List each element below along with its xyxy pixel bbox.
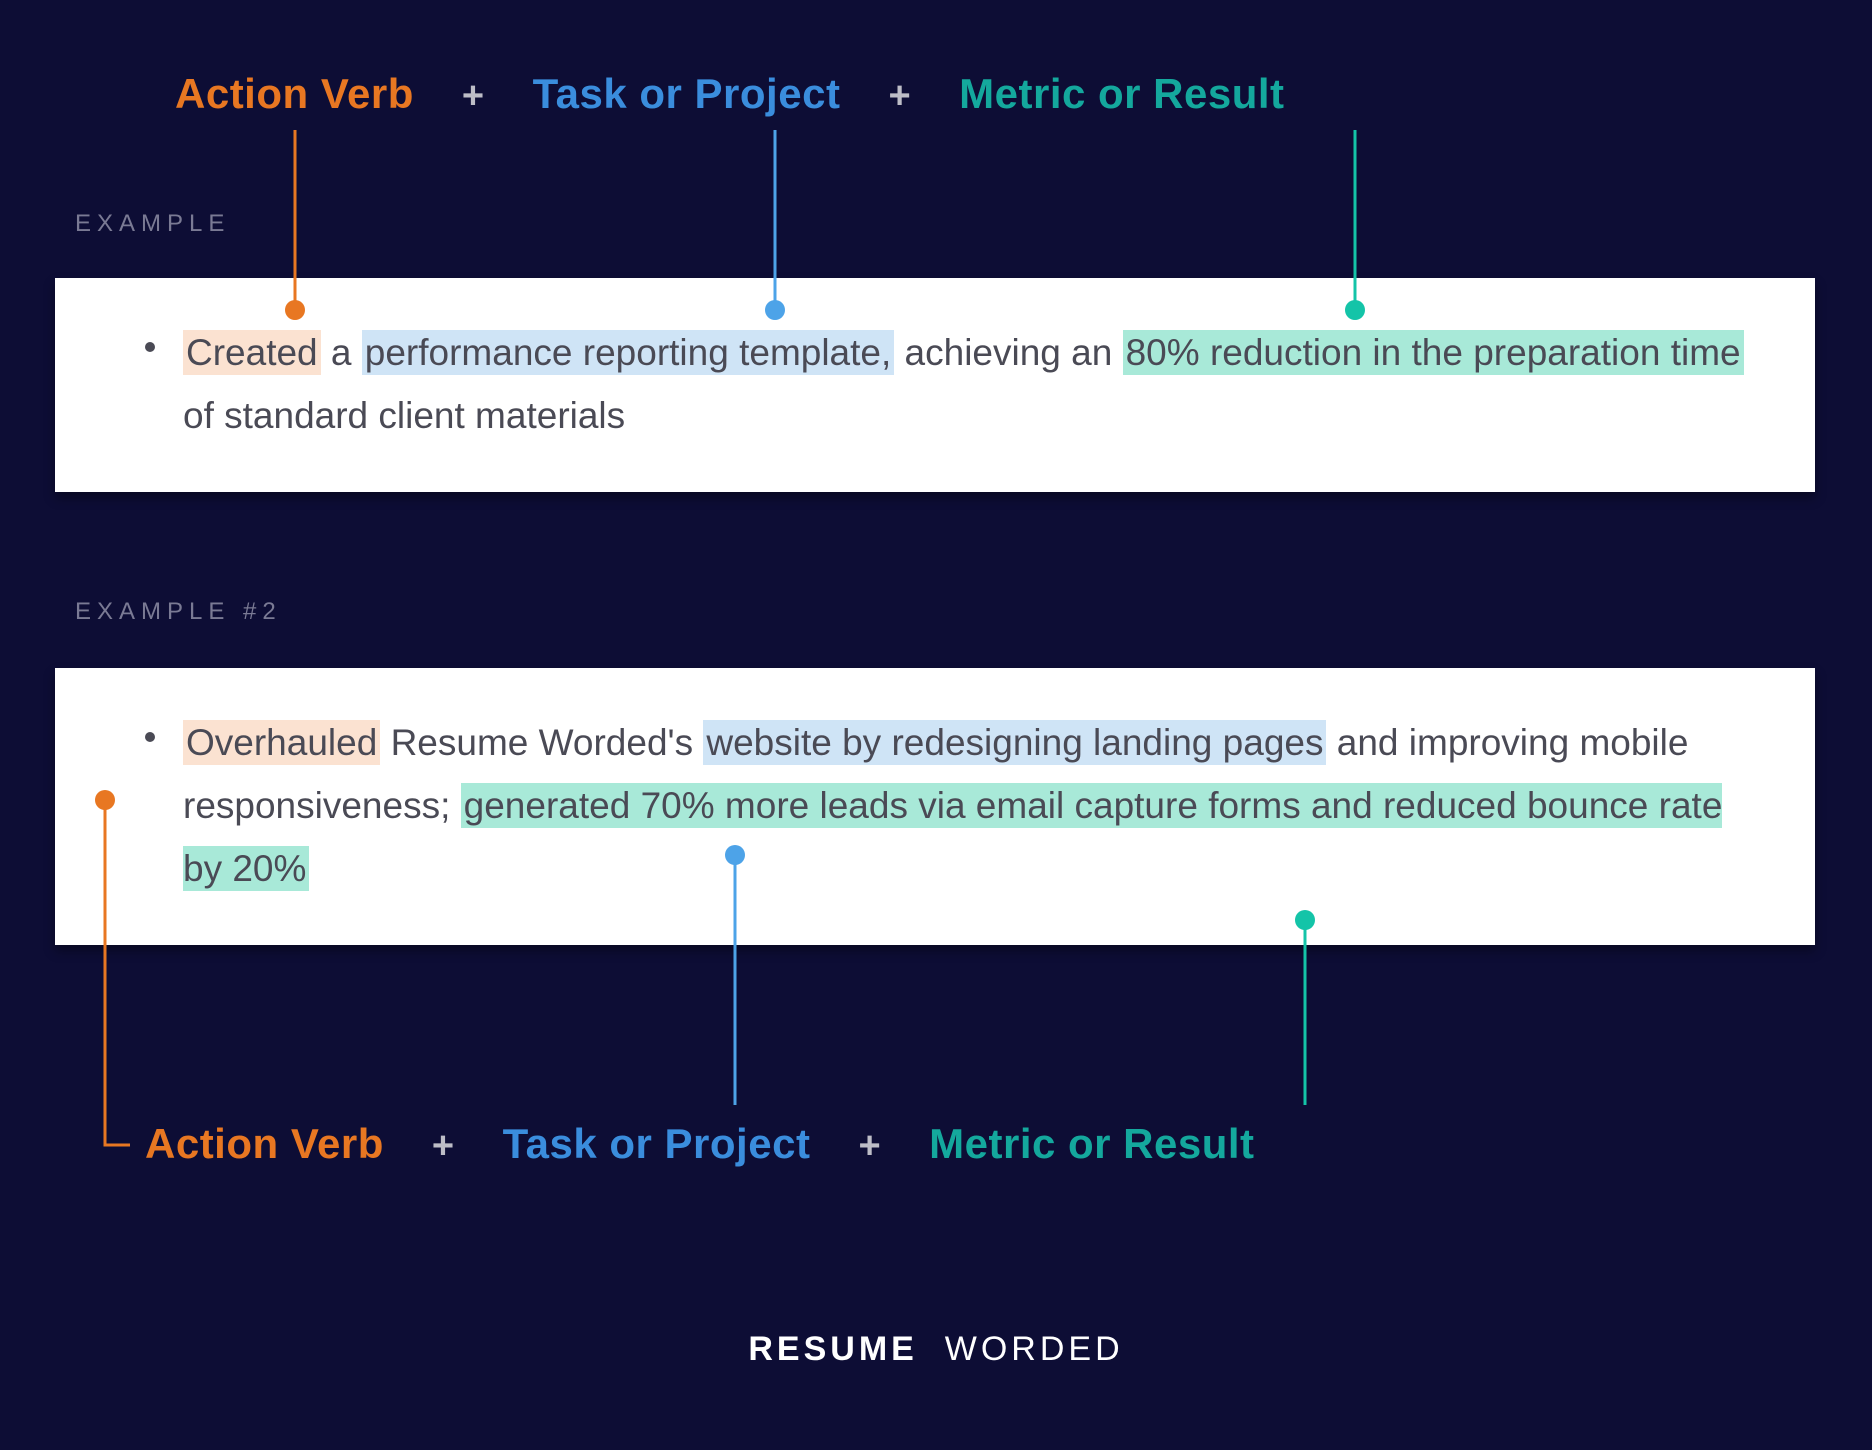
connector-dot-teal — [1295, 910, 1315, 930]
formula-top: Action Verb + Task or Project + Metric o… — [175, 70, 1285, 118]
example-card-1: Created a performance reporting template… — [55, 278, 1815, 492]
formula-metric: Metric or Result — [929, 1120, 1254, 1168]
highlight-action-verb: Created — [183, 330, 321, 375]
bullet-dot-icon — [145, 342, 155, 352]
connector-dot-teal — [1345, 300, 1365, 320]
brand-logo: RESUME WORDED — [748, 1330, 1123, 1369]
highlight-task: website by redesigning landing pages — [703, 720, 1326, 765]
text-fragment: Resume Worded's — [380, 722, 703, 763]
plus-sign: + — [888, 75, 911, 118]
formula-task: Task or Project — [533, 70, 841, 118]
formula-action-verb: Action Verb — [145, 1120, 384, 1168]
formula-action-verb: Action Verb — [175, 70, 414, 118]
bullet-row: Created a performance reporting template… — [145, 322, 1755, 448]
text-fragment: achieving an — [894, 332, 1122, 373]
brand-part2: WORDED — [945, 1330, 1124, 1368]
connector-dot-blue — [725, 845, 745, 865]
formula-bottom: Action Verb + Task or Project + Metric o… — [145, 1120, 1255, 1168]
plus-sign: + — [462, 75, 485, 118]
example-label-1: EXAMPLE — [75, 210, 230, 238]
bullet-text-1: Created a performance reporting template… — [183, 322, 1755, 448]
highlight-metric: 80% reduction in the preparation time — [1123, 330, 1744, 375]
connector-dot-blue — [765, 300, 785, 320]
highlight-action-verb: Overhauled — [183, 720, 380, 765]
bullet-dot-icon — [145, 732, 155, 742]
brand-part1: RESUME — [748, 1330, 917, 1368]
bullet-text-2: Overhauled Resume Worded's website by re… — [183, 712, 1755, 901]
plus-sign: + — [432, 1125, 455, 1168]
example-label-2: EXAMPLE #2 — [75, 598, 282, 626]
infographic-canvas: Action Verb + Task or Project + Metric o… — [0, 0, 1872, 1450]
text-fragment: of standard client materials — [183, 395, 625, 436]
connector-dot-orange — [95, 790, 115, 810]
example-card-2: Overhauled Resume Worded's website by re… — [55, 668, 1815, 945]
highlight-task: performance reporting template, — [362, 330, 895, 375]
formula-metric: Metric or Result — [959, 70, 1284, 118]
connector-dot-orange — [285, 300, 305, 320]
formula-task: Task or Project — [503, 1120, 811, 1168]
text-fragment: a — [321, 332, 362, 373]
bullet-row: Overhauled Resume Worded's website by re… — [145, 712, 1755, 901]
plus-sign: + — [858, 1125, 881, 1168]
